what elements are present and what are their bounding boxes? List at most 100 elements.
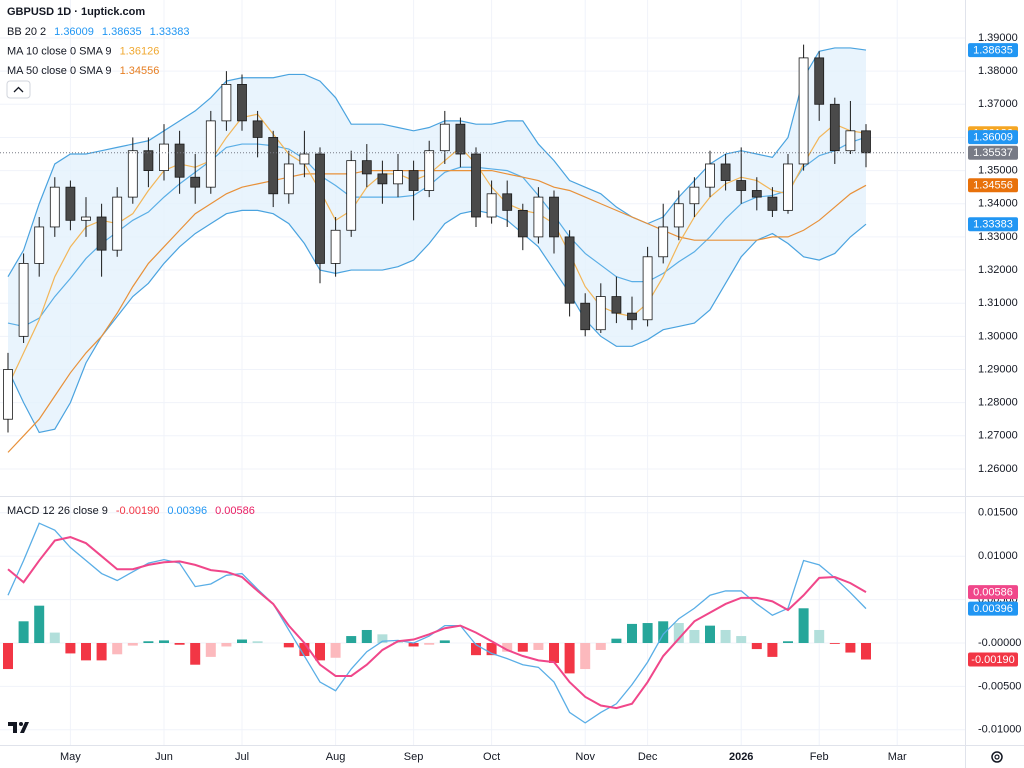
- histogram-bar: [845, 643, 856, 653]
- price-tag-label: -0.00190: [971, 654, 1014, 666]
- y-tick-label: 0.01500: [978, 507, 1018, 519]
- histogram-bar: [377, 634, 388, 644]
- histogram-bar: [315, 643, 325, 661]
- y-tick-label: 1.30000: [978, 330, 1018, 342]
- candle-body: [720, 163, 731, 181]
- candle-body: [783, 163, 793, 211]
- price-tag: [968, 178, 1018, 193]
- price-tag-label: 1.38635: [973, 44, 1013, 56]
- legend-value: 0.00396: [167, 505, 207, 517]
- candle-body: [439, 123, 450, 152]
- candle-body: [705, 163, 715, 188]
- candle-body: [424, 150, 435, 191]
- histogram-bar: [408, 643, 419, 647]
- candle-body: [658, 226, 669, 258]
- x-tick-label: Jun: [155, 751, 173, 763]
- bb-basis-line: [7, 136, 867, 328]
- histogram-bar: [237, 639, 247, 644]
- price-tag-label: 1.35537: [973, 147, 1013, 159]
- histogram-bar: [767, 643, 778, 657]
- candle-body: [49, 186, 60, 228]
- histogram-bar: [673, 623, 684, 644]
- legend-row: BB 20 2 1.36009 1.38635 1.33383: [7, 26, 189, 38]
- tv-logo-dot[interactable]: [19, 722, 23, 726]
- histogram-bar: [3, 643, 13, 670]
- collapse-button[interactable]: [6, 80, 31, 99]
- histogram-bar: [829, 643, 840, 644]
- x-tick-label: May: [60, 751, 81, 763]
- candle-body: [627, 312, 637, 321]
- candle-body: [34, 226, 45, 264]
- histogram-bar: [159, 640, 169, 644]
- gear-hub[interactable]: [994, 754, 1000, 760]
- histogram-bar: [814, 629, 825, 644]
- legend-label: BB 20 2: [7, 26, 46, 38]
- candle-body: [377, 173, 388, 185]
- histogram-bar: [81, 643, 91, 661]
- candle-body: [673, 203, 684, 228]
- histogram-bar: [65, 643, 76, 654]
- x-tick-label: Mar: [888, 751, 907, 763]
- candle-body: [408, 170, 419, 191]
- y-tick-label: 1.27000: [978, 430, 1018, 442]
- candle-body: [814, 57, 825, 105]
- candle-body: [283, 163, 294, 195]
- price-tag: [968, 217, 1018, 232]
- histogram-bar: [174, 643, 185, 645]
- tv-logo-shape[interactable]: [8, 722, 29, 733]
- collapse-box[interactable]: [6, 80, 31, 99]
- candle-body: [486, 193, 497, 218]
- y-tick-label: 1.33000: [978, 231, 1018, 243]
- histogram-bar: [564, 643, 575, 674]
- candle-body: [205, 120, 216, 188]
- price-tag-label: 1.36009: [973, 132, 1013, 144]
- histogram-bar: [517, 643, 528, 652]
- ma10-line: [7, 113, 867, 387]
- tv-logo[interactable]: [8, 722, 29, 733]
- y-tick-label: 1.26000: [978, 463, 1018, 475]
- candle-body: [112, 196, 123, 251]
- price-tag-label: 1.34556: [973, 180, 1013, 192]
- signal-line: [7, 536, 867, 710]
- histogram-bar: [627, 623, 637, 644]
- candle-body: [798, 57, 809, 165]
- candle-body: [237, 84, 247, 122]
- legend-value: 1.33383: [150, 26, 190, 38]
- histogram-bar: [689, 629, 700, 644]
- histogram-bar: [34, 605, 45, 644]
- x-tick-label: 2026: [729, 751, 753, 763]
- y-tick-label: -0.01000: [978, 724, 1021, 736]
- legend-value: 0.00586: [215, 505, 255, 517]
- candle-body: [471, 153, 481, 218]
- histogram-bar: [486, 643, 497, 656]
- y-tick-label: 1.29000: [978, 363, 1018, 375]
- histogram-bar: [611, 638, 622, 644]
- bb-lower-line: [7, 209, 867, 434]
- histogram-bar: [861, 643, 871, 660]
- settings-gear[interactable]: [991, 751, 1003, 763]
- histogram-bar: [720, 629, 731, 644]
- histogram-bar: [783, 641, 793, 644]
- histogram-bar: [330, 643, 341, 658]
- gear-ring[interactable]: [991, 751, 1003, 763]
- histogram-bar: [533, 643, 544, 650]
- candle-body: [829, 103, 840, 152]
- candle-body: [3, 369, 13, 420]
- histogram-bar: [705, 625, 715, 644]
- candle-body: [549, 196, 559, 238]
- candle-body: [143, 150, 154, 171]
- candle-body: [751, 190, 762, 198]
- x-tick-label: Sep: [404, 751, 424, 763]
- collapse-chevron[interactable]: [13, 86, 24, 93]
- price-tag-label: 1.33383: [973, 219, 1013, 231]
- price-tag: [968, 43, 1018, 58]
- candle-body: [81, 216, 91, 221]
- legend-value: 1.36009: [54, 26, 94, 38]
- chart-title: GBPUSD 1D · 1uptick.com: [7, 6, 145, 18]
- histogram-bar: [299, 643, 310, 657]
- y-tick-label: 0.01000: [978, 550, 1018, 562]
- x-tick-label: Aug: [326, 751, 346, 763]
- legend-value: -0.00190: [116, 505, 159, 517]
- legend-value: 1.36126: [120, 45, 160, 57]
- histogram-bar: [190, 643, 201, 665]
